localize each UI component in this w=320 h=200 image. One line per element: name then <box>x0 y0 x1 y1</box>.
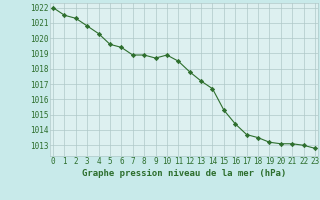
X-axis label: Graphe pression niveau de la mer (hPa): Graphe pression niveau de la mer (hPa) <box>82 169 286 178</box>
